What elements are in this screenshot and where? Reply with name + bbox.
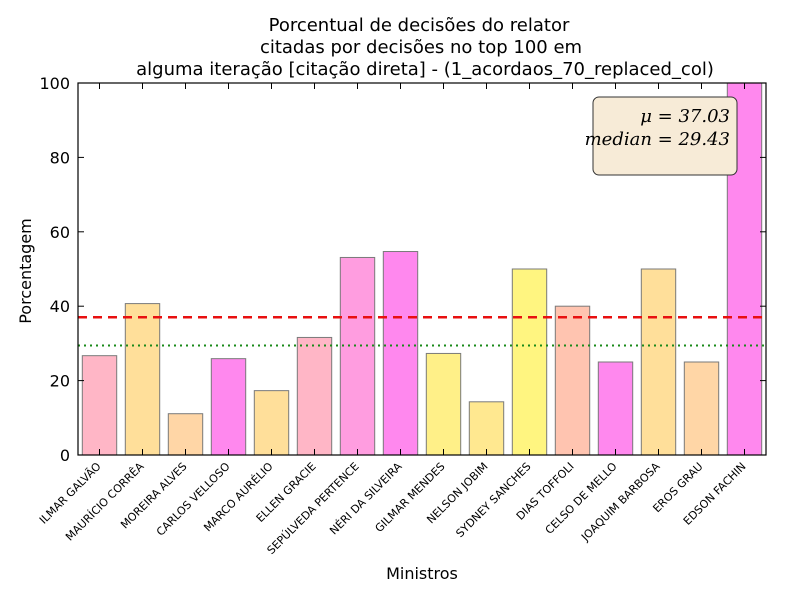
reference-lines xyxy=(78,315,766,347)
bar xyxy=(683,361,720,456)
stats-box-background xyxy=(592,96,738,176)
y-tick-label: 80 xyxy=(50,148,70,167)
bar xyxy=(296,336,333,456)
y-axis-title: Porcentagem xyxy=(16,218,35,324)
bar xyxy=(597,361,634,456)
bar xyxy=(554,305,591,456)
bar xyxy=(81,355,118,456)
y-tick-label: 0 xyxy=(60,446,70,465)
bars xyxy=(81,82,763,456)
bar xyxy=(382,251,419,456)
bar xyxy=(468,401,505,456)
chart-title: Porcentual de decisões do relator citada… xyxy=(136,15,714,80)
mean-stat-text: μ = 37.03 xyxy=(640,106,730,127)
bar xyxy=(640,268,677,456)
bar xyxy=(425,352,462,456)
bar xyxy=(253,390,290,456)
x-tick-label: JOAQUIM BARBOSA xyxy=(578,460,663,545)
y-tick-label: 60 xyxy=(50,223,70,242)
y-tick-label: 100 xyxy=(39,74,70,93)
bar xyxy=(339,256,376,456)
x-tick-label: MAURÍCIO CORRÊA xyxy=(63,460,147,544)
y-tick-label: 20 xyxy=(50,372,70,391)
median-stat-text: median = 29.43 xyxy=(585,129,730,150)
x-tick-label: SYDNEY SANCHES xyxy=(453,460,533,540)
plot-area-frame xyxy=(77,82,767,456)
x-tick-label: CELSO DE MELLO xyxy=(543,460,620,537)
bar xyxy=(167,413,204,456)
chart-title-line-3: alguma iteração [citação direta] - (1_ac… xyxy=(136,59,714,80)
x-tick-label: NÉRI DA SILVEIRA xyxy=(327,460,405,538)
chart-title-line-1: Porcentual de decisões do relator xyxy=(269,15,570,36)
chart-title-line-2: citadas por decisões no top 100 em xyxy=(260,37,582,58)
x-axis-title: Ministros xyxy=(386,564,458,583)
y-tick-label: 40 xyxy=(50,297,70,316)
bar xyxy=(210,358,247,456)
x-tick-label: CARLOS VELLOSO xyxy=(154,460,233,539)
bar xyxy=(124,303,161,456)
bar xyxy=(511,268,548,456)
stats-box: μ = 37.03 median = 29.43 xyxy=(585,96,738,176)
